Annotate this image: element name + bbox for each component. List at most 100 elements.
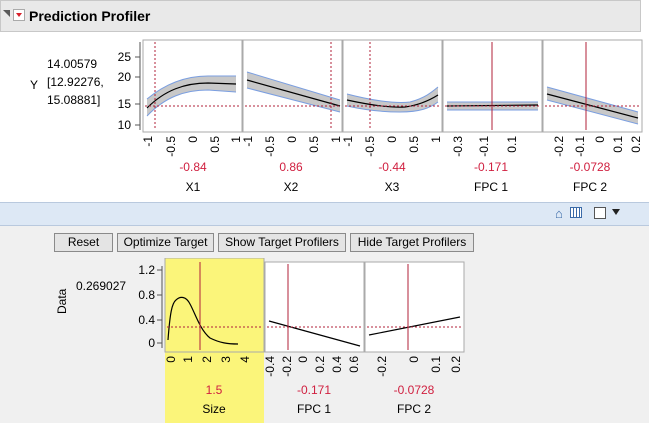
target-y-tick: 0 bbox=[148, 336, 155, 350]
y-tick-25: 25 bbox=[118, 50, 132, 64]
size-tick: 2 bbox=[200, 356, 214, 363]
size-label: Size bbox=[202, 402, 226, 416]
size-curve bbox=[167, 296, 239, 345]
target-fpc1-tick: -0.2 bbox=[280, 356, 294, 377]
x3-label: X3 bbox=[385, 180, 400, 194]
target-fpc2-tick: 0.2 bbox=[449, 356, 463, 373]
panel-x3[interactable] bbox=[342, 39, 443, 133]
fpc2-current-value: -0.0728 bbox=[570, 160, 611, 174]
x1-tick: 0.5 bbox=[208, 136, 222, 153]
response-ci-lower: [12.92276, bbox=[47, 75, 104, 89]
size-tick: 1 bbox=[181, 356, 195, 363]
target-fpc2-tick: 0 bbox=[407, 356, 421, 363]
y-tick-10: 10 bbox=[118, 118, 132, 132]
x-tick-labels: -1 -0.5 0 0.5 1 -1 -0.5 0 0.5 1 -1 -0.5 … bbox=[141, 136, 643, 157]
dropdown-arrow-icon[interactable] bbox=[612, 209, 620, 215]
profiler-toolbar bbox=[0, 202, 649, 226]
target-fpc1-current-value: -0.171 bbox=[297, 383, 331, 397]
x2-tick: -0.5 bbox=[263, 136, 277, 157]
fpc1-label: FPC 1 bbox=[474, 180, 508, 194]
target-x-tick-labels: 0 1 2 3 4 -0.4 -0.2 0 0.2 0.4 0.6 -0.2 0… bbox=[164, 356, 463, 377]
target-fpc2-current-value: -0.0728 bbox=[394, 383, 435, 397]
x1-tick: -0.5 bbox=[164, 136, 178, 157]
x3-tick: 1 bbox=[429, 136, 443, 143]
panel-fpc2[interactable] bbox=[542, 39, 643, 133]
profiler-header bbox=[0, 0, 641, 32]
size-tick: 3 bbox=[219, 356, 233, 363]
target-y-tick: 0.4 bbox=[138, 313, 155, 327]
x2-tick: -1 bbox=[241, 136, 255, 147]
x1-label: X1 bbox=[186, 180, 201, 194]
target-factor-names: Size FPC 1 FPC 2 bbox=[202, 402, 431, 416]
grid-icon[interactable] bbox=[570, 207, 582, 218]
target-profiler-chart: 1.2 0.8 0.4 0 0 1 2 3 4 -0.4 -0.2 0 0.2 … bbox=[138, 258, 465, 423]
target-fpc2-tick: -0.2 bbox=[375, 356, 389, 377]
target-fpc1-curve bbox=[268, 320, 361, 347]
fpc2-tick: -0.1 bbox=[573, 136, 587, 157]
fpc2-label: FPC 2 bbox=[573, 180, 607, 194]
target-fpc1-label: FPC 1 bbox=[297, 402, 331, 416]
fpc2-tick: 0.2 bbox=[629, 136, 643, 153]
y-axis: 25 20 15 10 bbox=[118, 42, 141, 132]
response-ci-upper: 15.08881] bbox=[47, 93, 101, 107]
target-fpc1-tick: 0 bbox=[296, 356, 310, 363]
response-label: Y bbox=[30, 78, 39, 92]
panel-fpc1[interactable] bbox=[442, 39, 543, 133]
panel-target-fpc2[interactable] bbox=[364, 261, 465, 353]
red-triangle-menu-icon[interactable] bbox=[13, 9, 25, 21]
target-y-tick: 1.2 bbox=[138, 263, 155, 277]
x3-tick: -1 bbox=[341, 136, 355, 147]
page-title: Prediction Profiler bbox=[29, 8, 151, 24]
panel-x2[interactable] bbox=[242, 39, 343, 133]
fpc2-curve bbox=[546, 93, 639, 119]
fpc1-current-value: -0.171 bbox=[474, 160, 508, 174]
x3-tick: 0.5 bbox=[407, 136, 421, 153]
size-tick: 0 bbox=[164, 356, 178, 363]
x3-tick: -0.5 bbox=[363, 136, 377, 157]
target-fpc1-tick: -0.4 bbox=[263, 356, 277, 377]
target-fpc2-curve bbox=[368, 316, 461, 336]
x2-curve bbox=[246, 79, 341, 107]
factor-values[interactable]: -0.84 0.86 -0.44 -0.171 -0.0728 bbox=[179, 160, 610, 174]
panel-x1[interactable] bbox=[142, 39, 243, 133]
x2-current-value: 0.86 bbox=[279, 160, 303, 174]
y-tick-15: 15 bbox=[118, 97, 132, 111]
x1-tick: -1 bbox=[141, 136, 155, 147]
hide-target-profilers-button[interactable]: Hide Target Profilers bbox=[350, 233, 474, 252]
y-tick-20: 20 bbox=[118, 70, 132, 84]
target-factor-values[interactable]: 1.5 -0.171 -0.0728 bbox=[206, 383, 435, 397]
x1-current-value: -0.84 bbox=[179, 160, 207, 174]
x3-tick: 0 bbox=[385, 136, 399, 143]
panel-target-fpc1[interactable] bbox=[264, 261, 365, 353]
size-tick: 4 bbox=[238, 356, 252, 363]
show-target-profilers-button[interactable]: Show Target Profilers bbox=[218, 233, 346, 252]
response-value: 14.00579 bbox=[47, 57, 98, 71]
optimize-target-button[interactable]: Optimize Target bbox=[117, 233, 214, 252]
fpc2-tick: 0 bbox=[593, 136, 607, 143]
home-icon[interactable]: ⌂ bbox=[555, 206, 563, 221]
reset-button[interactable]: Reset bbox=[54, 233, 113, 252]
target-y-axis: 1.2 0.8 0.4 0 bbox=[138, 263, 163, 350]
factor-names: X1 X2 X3 FPC 1 FPC 2 bbox=[186, 180, 608, 194]
fpc1-tick: -0.1 bbox=[477, 136, 491, 157]
x2-tick: 1 bbox=[329, 136, 343, 143]
target-fpc1-tick: 0.4 bbox=[330, 356, 344, 373]
prediction-profiler-chart: 25 20 15 10 bbox=[118, 39, 643, 194]
target-fpc2-tick: 0.1 bbox=[429, 356, 443, 373]
target-fpc1-tick: 0.2 bbox=[313, 356, 327, 373]
x3-curve bbox=[346, 94, 439, 108]
x1-tick: 0 bbox=[186, 136, 200, 143]
x2-label: X2 bbox=[284, 180, 299, 194]
disclosure-triangle-icon[interactable] bbox=[3, 10, 10, 17]
fpc2-tick: 0.1 bbox=[611, 136, 625, 153]
target-response-value: 0.269027 bbox=[76, 279, 127, 293]
size-current-value: 1.5 bbox=[206, 383, 223, 397]
target-fpc2-label: FPC 2 bbox=[397, 402, 431, 416]
fpc1-tick: -0.3 bbox=[451, 136, 465, 157]
panel-size[interactable] bbox=[167, 262, 262, 350]
x2-tick: 0.5 bbox=[307, 136, 321, 153]
x1-curve bbox=[146, 82, 237, 109]
fpc2-tick: -0.2 bbox=[552, 136, 566, 157]
target-y-tick: 0.8 bbox=[138, 288, 155, 302]
checkbox[interactable] bbox=[594, 207, 606, 219]
